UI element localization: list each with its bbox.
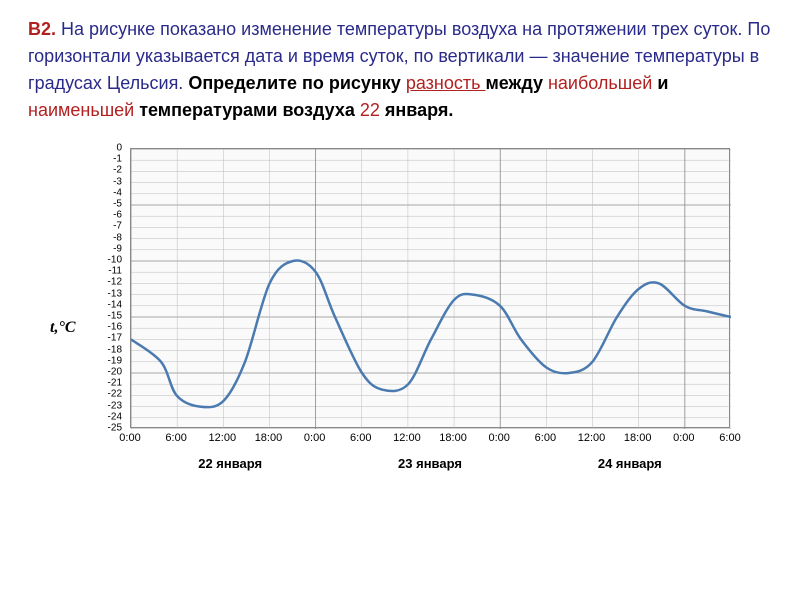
y-tick-label: -8 <box>92 232 122 243</box>
y-tick-label: -24 <box>92 411 122 422</box>
problem-text: В2. На рисунке показано изменение темпер… <box>28 16 772 124</box>
y-tick-label: -20 <box>92 367 122 378</box>
problem-red2: наименьшей <box>28 100 134 120</box>
x-tick-label: 6:00 <box>535 432 556 444</box>
y-tick-label: 0 <box>92 143 122 154</box>
y-tick-label: -3 <box>92 176 122 187</box>
problem-number: В2. <box>28 19 56 39</box>
problem-bold2: между <box>485 73 548 93</box>
x-tick-label: 12:00 <box>393 432 421 444</box>
date-label: 23 января <box>398 456 462 471</box>
y-tick-label: -21 <box>92 378 122 389</box>
x-tick-label: 18:00 <box>439 432 467 444</box>
x-tick-label: 6:00 <box>165 432 186 444</box>
y-tick-label: -7 <box>92 221 122 232</box>
problem-bold3: и <box>652 73 668 93</box>
x-tick-label: 6:00 <box>350 432 371 444</box>
problem-underline: разность <box>406 73 486 93</box>
x-tick-labels: 0:00 6:00 12:00 18:00 0:00 6:00 12:00 18:00 0:00… <box>130 432 730 452</box>
y-tick-label: -9 <box>92 243 122 254</box>
x-tick-label: 6:00 <box>719 432 740 444</box>
y-tick-label: -6 <box>92 210 122 221</box>
y-tick-label: -2 <box>92 165 122 176</box>
y-tick-labels: 0-1-2-3-4-5-6-7-8-9-10-11-12-13-14-15-16… <box>92 148 122 428</box>
x-tick-label: 18:00 <box>255 432 283 444</box>
temperature-chart: t,°C 0-1-2-3-4-5-6-7-8-9-10-11-12-13-14-… <box>40 148 760 508</box>
y-tick-label: -25 <box>92 423 122 434</box>
plot-area <box>130 148 730 428</box>
date-labels: 22 января 23 января 24 января <box>130 456 730 476</box>
y-tick-label: -1 <box>92 154 122 165</box>
y-tick-label: -12 <box>92 277 122 288</box>
y-tick-label: -10 <box>92 255 122 266</box>
problem-red1: наибольшей <box>548 73 652 93</box>
temperature-line <box>131 261 731 408</box>
y-tick-label: -17 <box>92 333 122 344</box>
problem-red3: 22 <box>360 100 380 120</box>
date-label: 24 января <box>598 456 662 471</box>
problem-bold4: температурами воздуха <box>134 100 360 120</box>
y-tick-label: -4 <box>92 187 122 198</box>
y-tick-label: -18 <box>92 344 122 355</box>
x-tick-label: 0:00 <box>673 432 694 444</box>
x-tick-label: 0:00 <box>119 432 140 444</box>
y-tick-label: -5 <box>92 199 122 210</box>
y-tick-label: -22 <box>92 389 122 400</box>
x-tick-label: 18:00 <box>624 432 652 444</box>
y-tick-label: -11 <box>92 266 122 277</box>
y-tick-label: -23 <box>92 400 122 411</box>
y-axis-label: t,°C <box>50 319 76 337</box>
y-tick-label: -19 <box>92 355 122 366</box>
y-tick-label: -16 <box>92 322 122 333</box>
problem-bold5: января. <box>380 100 453 120</box>
x-tick-label: 0:00 <box>304 432 325 444</box>
y-tick-label: -14 <box>92 299 122 310</box>
date-label: 22 января <box>198 456 262 471</box>
y-tick-label: -13 <box>92 288 122 299</box>
x-tick-label: 0:00 <box>489 432 510 444</box>
x-tick-label: 12:00 <box>209 432 237 444</box>
x-tick-label: 12:00 <box>578 432 606 444</box>
y-tick-label: -15 <box>92 311 122 322</box>
problem-bold1: Определите по рисунку <box>188 73 406 93</box>
